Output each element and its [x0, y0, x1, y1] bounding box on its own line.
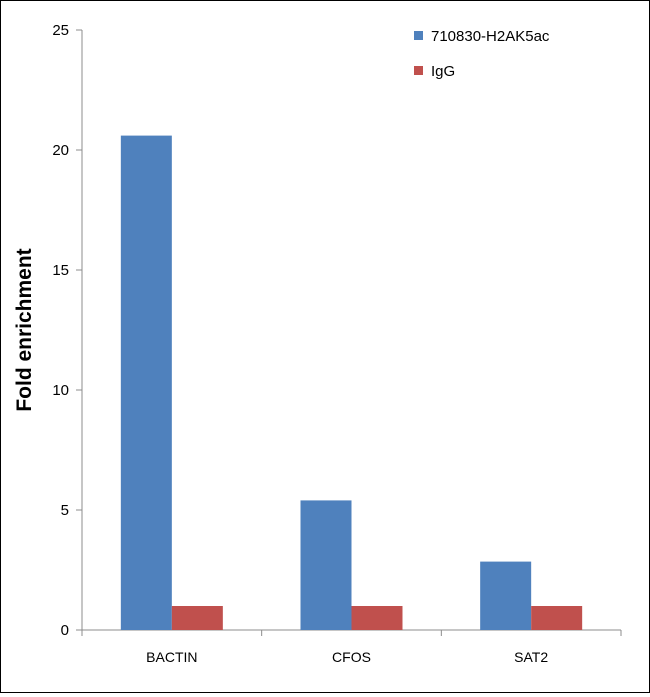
legend: 710830-H2AK5ac IgG: [414, 28, 550, 80]
legend-label: 710830-H2AK5ac: [431, 28, 550, 45]
y-tick-label: 15: [52, 262, 69, 279]
bar-igg-cfos: [351, 606, 403, 630]
bar-h2ak5ac-sat2: [480, 561, 532, 630]
bar-h2ak5ac-bactin: [120, 135, 172, 630]
legend-swatch: [414, 66, 423, 75]
legend-swatch: [414, 31, 423, 40]
bars: [120, 135, 583, 630]
bar-igg-sat2: [531, 606, 583, 630]
x-tick-label: SAT2: [514, 649, 548, 665]
x-tick-label: BACTIN: [146, 649, 197, 665]
x-axis: BACTIN CFOS SAT2: [81, 629, 622, 665]
bar-h2ak5ac-cfos: [300, 500, 352, 630]
y-tick-label: 25: [52, 22, 69, 39]
y-axis-label: Fold enrichment: [13, 248, 36, 411]
x-tick-label: CFOS: [332, 649, 371, 665]
y-axis: 0 5 10 15 20 25: [52, 22, 83, 639]
legend-label: IgG: [431, 63, 455, 80]
bar-igg-bactin: [171, 606, 223, 630]
y-tick-label: 10: [52, 382, 69, 399]
y-tick-label: 5: [61, 502, 69, 519]
y-tick-label: 20: [52, 142, 69, 159]
y-tick-label: 0: [61, 622, 69, 639]
